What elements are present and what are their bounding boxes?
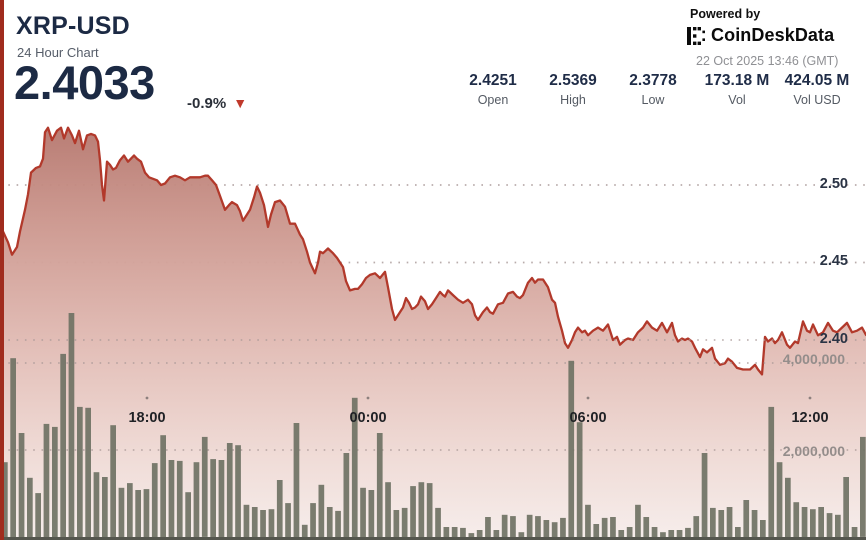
price-gridlines (0, 184, 866, 264)
volume-tick-2m: 2,000,000 (782, 443, 845, 459)
stat-open: 2.4251 Open (438, 72, 548, 107)
brand-name-primary: CoinDesk (711, 25, 795, 45)
stat-volume: 173.18 M Vol (682, 72, 792, 107)
volume-bars (2, 313, 866, 538)
coindesk-data-logo[interactable]: CoinDesk Data (686, 25, 834, 46)
chart-timestamp: 22 Oct 2025 13:46 (GMT) (696, 54, 839, 68)
current-price: 2.4033 (14, 56, 155, 109)
stat-volume-value: 173.18 M (704, 72, 770, 89)
volume-tick-4m: 4,000,000 (782, 351, 845, 367)
price-tick-2-45: 2.45 (819, 253, 848, 269)
stat-low-value: 2.3778 (629, 72, 677, 89)
brand-name-secondary: Data (794, 25, 835, 45)
summary-stats-row: 2.4251 Open 2.5369 High 2.3778 Low 173.1… (433, 72, 853, 112)
time-label-1200: 12:00 (791, 410, 829, 426)
time-label-1800: 18:00 (128, 410, 166, 426)
stat-high-value: 2.5369 (549, 72, 597, 89)
stat-volume-usd-value: 424.05 M (784, 72, 850, 89)
powered-by-label: Powered by (690, 7, 761, 21)
price-tick-2-40: 2.40 (819, 331, 848, 347)
stat-low-label: Low (641, 93, 665, 107)
price-area-series (0, 126, 866, 538)
price-change: -0.9% ▼ (187, 95, 247, 112)
stat-high: 2.5369 High (518, 72, 628, 107)
stat-volume-usd: 424.05 M Vol USD (762, 72, 866, 107)
volume-gridlines (0, 339, 866, 451)
price-change-percent: -0.9% (187, 95, 227, 112)
stat-open-label: Open (477, 93, 509, 107)
price-tick-2-50: 2.50 (819, 176, 848, 192)
time-tick-dots (145, 396, 812, 400)
coindesk-logo-icon (687, 26, 705, 45)
stat-low: 2.3778 Low (598, 72, 708, 107)
chart-subtitle: 24 Hour Chart (17, 45, 99, 60)
page-title-symbol: XRP-USD (16, 12, 130, 40)
left-accent-border (0, 0, 4, 540)
stat-volume-usd-label: Vol USD (793, 93, 841, 107)
down-triangle-icon: ▼ (233, 95, 248, 111)
stat-high-label: High (560, 93, 586, 107)
time-label-0000: 00:00 (349, 410, 387, 426)
stat-open-value: 2.4251 (469, 72, 517, 89)
time-label-0600: 06:00 (569, 410, 607, 426)
stat-volume-label: Vol (728, 93, 746, 107)
chart-baseline (0, 537, 866, 540)
